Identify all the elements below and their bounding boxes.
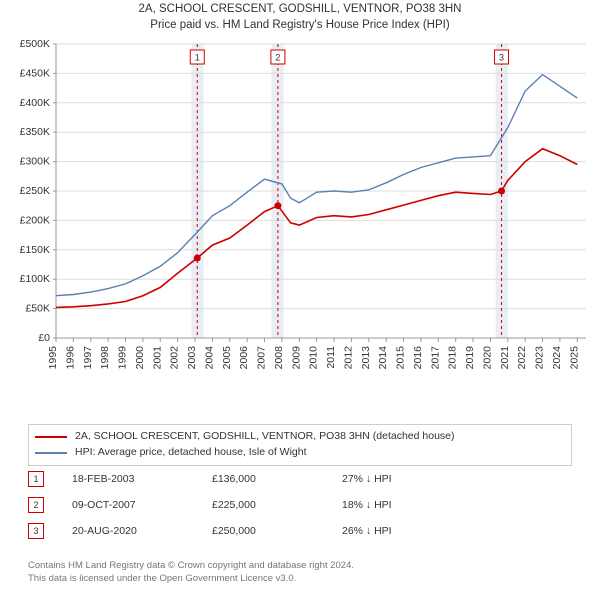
footer-line2: This data is licensed under the Open Gov…	[28, 573, 354, 586]
svg-text:2022: 2022	[516, 346, 528, 370]
marker-pct: 18% ↓ HPI	[342, 499, 462, 511]
svg-text:2024: 2024	[551, 346, 563, 370]
svg-text:2020: 2020	[481, 346, 493, 370]
svg-text:£400K: £400K	[20, 97, 50, 109]
svg-text:2008: 2008	[273, 346, 285, 370]
marker-price: £136,000	[212, 473, 342, 485]
svg-text:2018: 2018	[447, 346, 459, 370]
svg-text:2021: 2021	[499, 346, 511, 370]
svg-text:2010: 2010	[308, 346, 320, 370]
chart-svg: £0 £50K £100K £150K £200K £250K £300K £350K £400…	[8, 36, 592, 416]
marker-pct: 26% ↓ HPI	[342, 525, 462, 537]
svg-text:2002: 2002	[169, 346, 181, 370]
legend-row: HPI: Average price, detached house, Isle…	[35, 445, 565, 461]
svg-text:2005: 2005	[221, 346, 233, 370]
legend-label: 2A, SCHOOL CRESCENT, GODSHILL, VENTNOR, …	[75, 429, 455, 445]
svg-text:2025: 2025	[568, 346, 580, 370]
legend-swatch	[35, 452, 67, 454]
svg-text:£500K: £500K	[20, 38, 50, 50]
legend-row: 2A, SCHOOL CRESCENT, GODSHILL, VENTNOR, …	[35, 429, 565, 445]
svg-text:2014: 2014	[377, 346, 389, 370]
svg-text:2019: 2019	[464, 346, 476, 370]
marker-number-box: 3	[28, 523, 44, 539]
svg-text:2004: 2004	[203, 346, 215, 370]
svg-text:1997: 1997	[82, 346, 94, 370]
marker-pct: 27% ↓ HPI	[342, 473, 462, 485]
marker-number-box: 2	[28, 497, 44, 513]
title-line1: 2A, SCHOOL CRESCENT, GODSHILL, VENTNOR, …	[0, 2, 600, 18]
svg-text:1999: 1999	[117, 346, 129, 370]
svg-text:2016: 2016	[412, 346, 424, 370]
svg-text:£350K: £350K	[20, 126, 50, 138]
svg-text:2013: 2013	[360, 346, 372, 370]
svg-text:2009: 2009	[290, 346, 302, 370]
svg-text:1: 1	[195, 53, 200, 63]
svg-text:2003: 2003	[186, 346, 198, 370]
chart-area: £0 £50K £100K £150K £200K £250K £300K £350K £400…	[8, 36, 592, 416]
svg-text:2015: 2015	[395, 346, 407, 370]
marker-row: 3 20-AUG-2020 £250,000 26% ↓ HPI	[28, 518, 572, 544]
svg-text:£150K: £150K	[20, 244, 50, 256]
svg-text:£200K: £200K	[20, 214, 50, 226]
svg-text:2: 2	[275, 53, 280, 63]
svg-text:£450K: £450K	[20, 67, 50, 79]
svg-text:1998: 1998	[99, 346, 111, 370]
marker-price: £250,000	[212, 525, 342, 537]
legend-swatch	[35, 436, 67, 438]
legend-box: 2A, SCHOOL CRESCENT, GODSHILL, VENTNOR, …	[28, 424, 572, 466]
marker-row: 2 09-OCT-2007 £225,000 18% ↓ HPI	[28, 492, 572, 518]
svg-text:2007: 2007	[256, 346, 268, 370]
marker-row: 1 18-FEB-2003 £136,000 27% ↓ HPI	[28, 466, 572, 492]
svg-text:2023: 2023	[534, 346, 546, 370]
footer-attribution: Contains HM Land Registry data © Crown c…	[28, 560, 354, 586]
svg-text:3: 3	[499, 53, 504, 63]
legend-label: HPI: Average price, detached house, Isle…	[75, 445, 307, 461]
svg-text:2011: 2011	[325, 346, 337, 369]
marker-date: 09-OCT-2007	[72, 499, 212, 511]
marker-date: 20-AUG-2020	[72, 525, 212, 537]
marker-price: £225,000	[212, 499, 342, 511]
svg-text:£100K: £100K	[20, 273, 50, 285]
marker-date: 18-FEB-2003	[72, 473, 212, 485]
svg-text:2006: 2006	[238, 346, 250, 370]
svg-text:2012: 2012	[342, 346, 354, 370]
marker-table: 1 18-FEB-2003 £136,000 27% ↓ HPI 2 09-OC…	[28, 466, 572, 544]
svg-text:£300K: £300K	[20, 156, 50, 168]
svg-text:£0: £0	[38, 332, 50, 344]
svg-text:1995: 1995	[47, 346, 59, 370]
footer-line1: Contains HM Land Registry data © Crown c…	[28, 560, 354, 573]
svg-text:£250K: £250K	[20, 185, 50, 197]
svg-text:2017: 2017	[429, 346, 441, 370]
marker-number-box: 1	[28, 471, 44, 487]
svg-text:£50K: £50K	[25, 303, 50, 315]
svg-text:2001: 2001	[151, 346, 163, 370]
title-line2: Price paid vs. HM Land Registry's House …	[0, 18, 600, 34]
chart-title-block: 2A, SCHOOL CRESCENT, GODSHILL, VENTNOR, …	[0, 0, 600, 33]
svg-text:1996: 1996	[64, 346, 76, 370]
svg-text:2000: 2000	[134, 346, 146, 370]
